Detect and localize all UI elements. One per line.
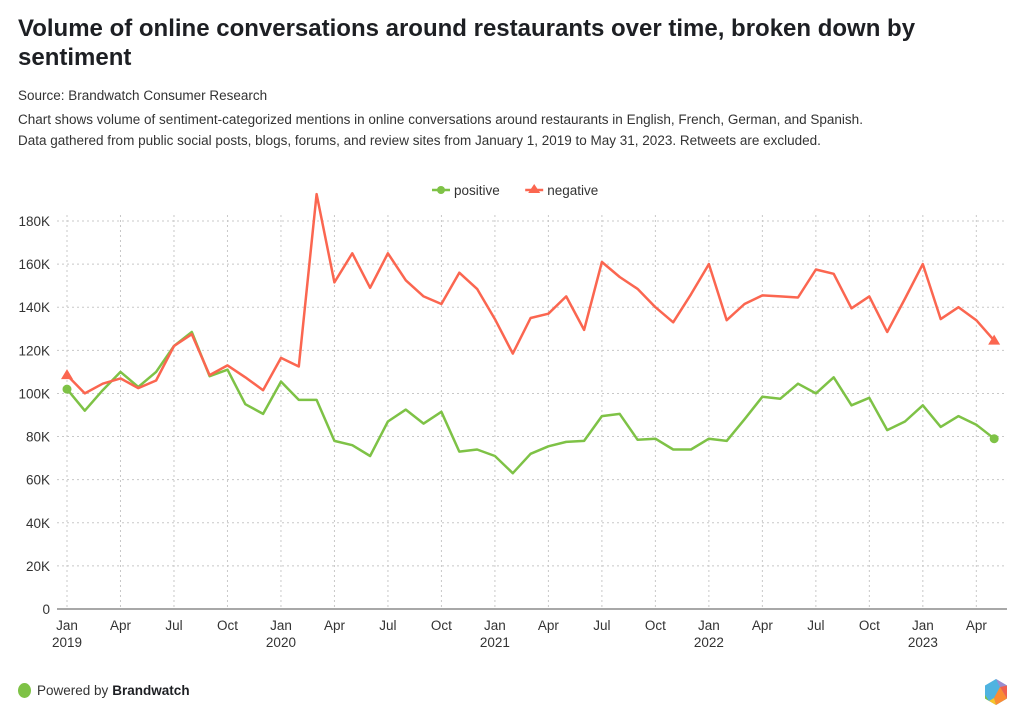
chart-source: Source: Brandwatch Consumer Research — [18, 88, 268, 103]
y-tick-label: 0 — [42, 602, 50, 617]
x-tick-label: Jul — [379, 618, 396, 633]
x-tick-label: Oct — [431, 618, 452, 633]
y-tick-label: 80K — [26, 430, 50, 445]
series-layer — [61, 192, 1001, 475]
data-point-positive — [989, 434, 999, 444]
x-tick-label: Jan — [912, 618, 934, 633]
x-tick-label: Apr — [966, 618, 988, 633]
x-tick-label: Oct — [859, 618, 880, 633]
x-year-label: 2019 — [52, 635, 82, 650]
x-tick-label: Jan — [484, 618, 506, 633]
x-tick-label: Apr — [324, 618, 346, 633]
brand-name: Brandwatch — [112, 683, 190, 698]
brandwatch-logo-icon — [985, 679, 1007, 705]
legend-label-negative: negative — [547, 183, 598, 198]
data-point-negative — [61, 369, 73, 380]
y-tick-label: 100K — [18, 386, 50, 401]
legend-label-positive: positive — [454, 183, 500, 198]
chart-description: Chart shows volume of sentiment-categori… — [18, 109, 1008, 151]
x-tick-label: Jul — [807, 618, 824, 633]
y-tick-label: 140K — [18, 300, 50, 315]
x-year-label: 2023 — [908, 635, 938, 650]
y-tick-label: 20K — [26, 559, 50, 574]
description-line: Chart shows volume of sentiment-categori… — [18, 112, 863, 127]
x-axis: Jan 2019 Apr Jul Oct Jan 2020 Apr Jul Oct Jan 2021 A… — [52, 608, 1007, 650]
legend: positive negative — [432, 183, 598, 198]
x-tick-label: Apr — [110, 618, 132, 633]
x-year-label: 2020 — [266, 635, 296, 650]
y-tick-label: 180K — [18, 214, 50, 229]
x-tick-label: Jul — [165, 618, 182, 633]
x-tick-label: Oct — [217, 618, 238, 633]
line-chart: positive negative 0 20K 40K 60K 80K 100K 120K 14… — [18, 183, 1007, 650]
gridlines — [57, 215, 1007, 609]
powered-by[interactable]: Powered by Brandwatch — [18, 683, 190, 698]
x-tick-label: Jan — [698, 618, 720, 633]
y-tick-label: 160K — [18, 257, 50, 272]
data-point-negative — [988, 334, 1001, 345]
x-year-label: 2021 — [480, 635, 510, 650]
x-year-label: 2022 — [694, 635, 724, 650]
x-tick-label: Jan — [56, 618, 78, 633]
y-tick-label: 40K — [26, 516, 50, 531]
legend-marker-negative — [528, 184, 541, 193]
y-axis: 0 20K 40K 60K 80K 100K 120K 140K 160K 180K — [18, 214, 50, 617]
chart-title: Volume of online conversations around re… — [18, 15, 916, 71]
x-tick-label: Oct — [645, 618, 666, 633]
description-line: Data gathered from public social posts, … — [18, 133, 821, 148]
legend-marker-positive — [437, 186, 445, 194]
brandwatch-dot-icon — [18, 683, 31, 698]
x-tick-label: Apr — [538, 618, 560, 633]
x-tick-label: Jan — [270, 618, 292, 633]
x-tick-label: Apr — [752, 618, 774, 633]
x-tick-label: Jul — [593, 618, 610, 633]
series-line-negative — [66, 192, 996, 395]
y-tick-label: 60K — [26, 473, 50, 488]
powered-by-label: Powered by — [37, 683, 109, 698]
series-line-positive — [66, 330, 995, 475]
y-tick-label: 120K — [18, 343, 50, 358]
data-point-positive — [62, 384, 72, 394]
